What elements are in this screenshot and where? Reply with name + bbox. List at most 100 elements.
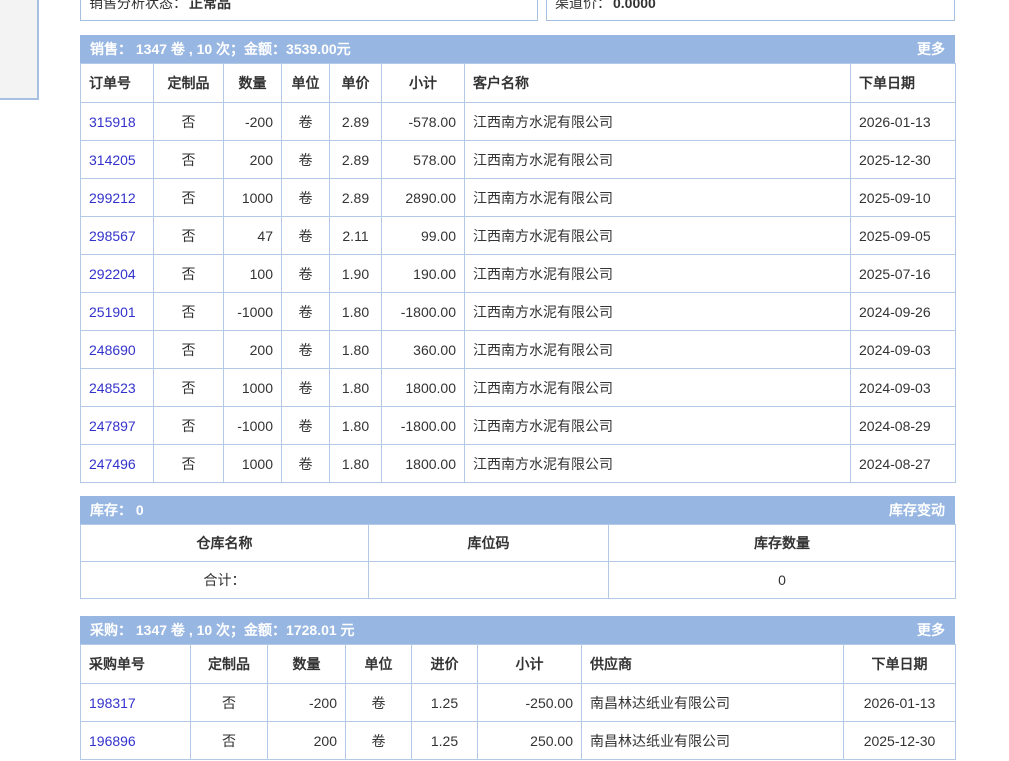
custom-cell: 否	[153, 140, 224, 179]
qty-cell: 200	[267, 721, 346, 760]
purchase-no-link[interactable]: 196896	[89, 732, 136, 749]
channel-price-value: 0.0000	[613, 0, 656, 11]
purchase-table: 采购单号 定制品 数量 单位 进价 小计 供应商 下单日期 198317 否 -…	[80, 644, 956, 760]
price-cell: 1.80	[329, 406, 382, 445]
order-no-link[interactable]: 299212	[89, 189, 136, 206]
custom-cell: 否	[153, 368, 224, 407]
price-cell: 1.80	[329, 368, 382, 407]
col-unit: 单位	[281, 63, 330, 103]
order-no-link[interactable]: 247496	[89, 455, 136, 472]
unit-cell: 卷	[281, 140, 330, 179]
col-customer: 客户名称	[464, 63, 851, 103]
sales-more-link[interactable]: 更多	[917, 41, 945, 57]
warehouse-name-cell: 合计：	[80, 561, 369, 599]
date-cell: 2026-01-13	[843, 683, 956, 722]
custom-cell: 否	[190, 683, 268, 722]
order-no-link[interactable]: 298567	[89, 227, 136, 244]
subtotal-cell: -1800.00	[381, 292, 465, 331]
subtotal-cell: 190.00	[381, 254, 465, 293]
purchase-row: 198317 否 -200 卷 1.25 -250.00 南昌林达纸业有限公司 …	[80, 683, 956, 722]
purchase-more-link[interactable]: 更多	[917, 622, 945, 638]
qty-cell: 1000	[223, 444, 282, 483]
sales-status-box: 销售分析状态： 正常品	[80, 0, 538, 21]
col-subtotal: 小计	[477, 644, 582, 684]
custom-cell: 否	[153, 292, 224, 331]
sales-section-header: 销售： 1347 卷 , 10 次；金额：3539.00元 更多	[80, 35, 955, 63]
custom-cell: 否	[153, 330, 224, 369]
custom-cell: 否	[153, 406, 224, 445]
unit-cell: 卷	[345, 721, 412, 760]
price-cell: 1.80	[329, 330, 382, 369]
inventory-change-link[interactable]: 库存变动	[889, 502, 945, 518]
col-qty: 数量	[267, 644, 346, 684]
sales-row: 315918 否 -200 卷 2.89 -578.00 江西南方水泥有限公司 …	[80, 102, 956, 141]
sales-row: 299212 否 1000 卷 2.89 2890.00 江西南方水泥有限公司 …	[80, 178, 956, 217]
order-no-link[interactable]: 248690	[89, 341, 136, 358]
qty-cell: -1000	[223, 406, 282, 445]
customer-cell: 江西南方水泥有限公司	[464, 140, 851, 179]
col-stock-qty: 库存数量	[608, 524, 956, 562]
product-detail-main: 销售分析状态： 正常品 渠道价： 0.0000 销售： 1347 卷 , 10 …	[80, 0, 956, 760]
subtotal-cell: 2890.00	[381, 178, 465, 217]
unit-cell: 卷	[345, 683, 412, 722]
order-no-link[interactable]: 251901	[89, 303, 136, 320]
order-no-link[interactable]: 315918	[89, 113, 136, 130]
price-cell: 2.11	[329, 216, 382, 255]
date-cell: 2025-07-16	[850, 254, 956, 293]
price-cell: 2.89	[329, 178, 382, 217]
subtotal-cell: -250.00	[477, 683, 582, 722]
col-qty: 数量	[223, 63, 282, 103]
order-no-link[interactable]: 248523	[89, 379, 136, 396]
purchase-section-header: 采购： 1347 卷 , 10 次；金额：1728.01 元 更多	[80, 616, 955, 644]
customer-cell: 江西南方水泥有限公司	[464, 102, 851, 141]
sales-row: 247496 否 1000 卷 1.80 1800.00 江西南方水泥有限公司 …	[80, 444, 956, 483]
top-info-row: 销售分析状态： 正常品 渠道价： 0.0000	[80, 0, 955, 21]
unit-cell: 卷	[281, 216, 330, 255]
stock-qty-cell: 0	[608, 561, 956, 599]
order-no-link[interactable]: 292204	[89, 265, 136, 282]
purchase-no-cell: 196896	[80, 721, 191, 760]
col-purchase-no: 采购单号	[80, 644, 191, 684]
date-cell: 2025-09-10	[850, 178, 956, 217]
date-cell: 2025-12-30	[850, 140, 956, 179]
inventory-section: 库存： 0 库存变动 仓库名称 库位码 库存数量 合计：	[80, 496, 956, 599]
subtotal-cell: 1800.00	[381, 444, 465, 483]
unit-cell: 卷	[281, 292, 330, 331]
unit-cell: 卷	[281, 444, 330, 483]
subtotal-cell: 250.00	[477, 721, 582, 760]
sales-row: 298567 否 47 卷 2.11 99.00 江西南方水泥有限公司 2025…	[80, 216, 956, 255]
qty-cell: -1000	[223, 292, 282, 331]
purchase-no-link[interactable]: 198317	[89, 694, 136, 711]
subtotal-cell: 578.00	[381, 140, 465, 179]
col-cost-price: 进价	[411, 644, 478, 684]
sales-status-value: 正常品	[189, 0, 231, 11]
custom-cell: 否	[153, 444, 224, 483]
qty-cell: 1000	[223, 178, 282, 217]
price-cell: 1.80	[329, 444, 382, 483]
sales-row: 292204 否 100 卷 1.90 190.00 江西南方水泥有限公司 20…	[80, 254, 956, 293]
date-cell: 2024-08-27	[850, 444, 956, 483]
sales-header-row: 订单号 定制品 数量 单位 单价 小计 客户名称 下单日期	[80, 63, 956, 103]
customer-cell: 江西南方水泥有限公司	[464, 406, 851, 445]
order-no-cell: 298567	[80, 216, 154, 255]
customer-cell: 江西南方水泥有限公司	[464, 254, 851, 293]
subtotal-cell: -578.00	[381, 102, 465, 141]
unit-cell: 卷	[281, 330, 330, 369]
order-no-link[interactable]: 247897	[89, 417, 136, 434]
qty-cell: -200	[267, 683, 346, 722]
date-cell: 2025-12-30	[843, 721, 956, 760]
custom-cell: 否	[153, 254, 224, 293]
price-cell: 2.89	[329, 140, 382, 179]
col-supplier: 供应商	[581, 644, 844, 684]
date-cell: 2025-09-05	[850, 216, 956, 255]
sales-row: 248690 否 200 卷 1.80 360.00 江西南方水泥有限公司 20…	[80, 330, 956, 369]
sales-row: 247897 否 -1000 卷 1.80 -1800.00 江西南方水泥有限公…	[80, 406, 956, 445]
order-no-link[interactable]: 314205	[89, 151, 136, 168]
unit-cell: 卷	[281, 368, 330, 407]
price-cell: 1.90	[329, 254, 382, 293]
col-location-code: 库位码	[368, 524, 609, 562]
supplier-cell: 南昌林达纸业有限公司	[581, 721, 844, 760]
qty-cell: 200	[223, 140, 282, 179]
customer-cell: 江西南方水泥有限公司	[464, 178, 851, 217]
qty-cell: -200	[223, 102, 282, 141]
